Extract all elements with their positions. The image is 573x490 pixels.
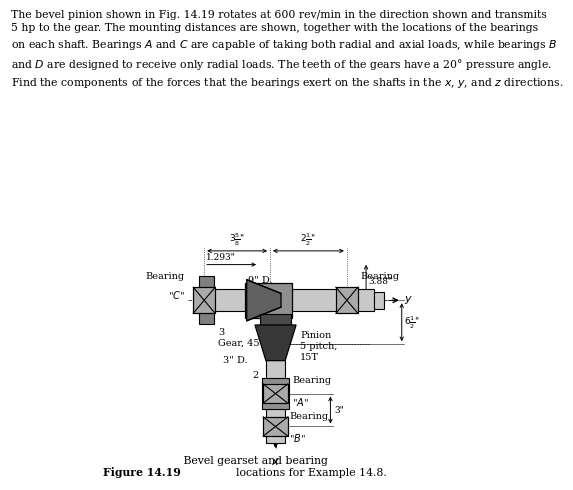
Bar	[266, 314, 285, 443]
Text: 3": 3"	[335, 406, 344, 415]
Text: Pinion: Pinion	[300, 331, 331, 341]
Text: Figure 14.19: Figure 14.19	[103, 467, 181, 478]
Bar	[263, 417, 288, 436]
Text: 3: 3	[218, 328, 224, 337]
Text: $y$: $y$	[405, 294, 414, 306]
Bar	[245, 283, 292, 318]
Text: "$B$": "$B$"	[289, 432, 306, 444]
Text: 15T: 15T	[300, 353, 319, 363]
Text: Bearing: Bearing	[289, 412, 328, 421]
Text: Bearing: Bearing	[146, 272, 185, 281]
Text: 1.293": 1.293"	[206, 253, 236, 262]
Polygon shape	[255, 325, 296, 361]
Bar	[196, 289, 374, 311]
Text: 5 pitch,: 5 pitch,	[300, 343, 337, 351]
Text: 3" D.: 3" D.	[223, 356, 248, 365]
Text: "$C$": "$C$"	[168, 289, 185, 301]
Text: "$D$": "$D$"	[360, 289, 378, 301]
Bar	[199, 276, 214, 324]
Text: 3.88": 3.88"	[369, 276, 393, 286]
Text: Bearing: Bearing	[360, 272, 400, 281]
Text: The bevel pinion shown in Fig. 14.19 rotates at 600 rev/min in the direction sho: The bevel pinion shown in Fig. 14.19 rot…	[11, 10, 564, 90]
Polygon shape	[247, 280, 281, 321]
Text: Bearing: Bearing	[292, 376, 331, 385]
Text: Bevel gearset and bearing
                locations for Example 14.8.: Bevel gearset and bearing locations for …	[180, 456, 387, 478]
Bar	[263, 384, 288, 403]
Text: $\gamma$: $\gamma$	[265, 316, 274, 328]
Text: $6\frac{1}{2}$": $6\frac{1}{2}$"	[405, 314, 421, 331]
Bar	[193, 287, 215, 313]
Bar	[263, 417, 288, 436]
Text: 9" D.: 9" D.	[248, 276, 273, 285]
Bar	[262, 378, 289, 409]
Text: 2: 2	[253, 371, 259, 380]
Bar	[193, 287, 215, 313]
Text: $2\frac{1}{2}$": $2\frac{1}{2}$"	[300, 231, 316, 247]
Bar	[261, 314, 291, 325]
Text: $3\frac{5}{8}$": $3\frac{5}{8}$"	[229, 231, 245, 247]
Bar	[336, 287, 358, 313]
Bar	[374, 292, 384, 309]
Bar	[263, 384, 288, 403]
Text: "$A$": "$A$"	[292, 396, 309, 408]
Bar	[336, 287, 358, 313]
Text: $x$: $x$	[271, 457, 280, 466]
Text: Gear, 45T: Gear, 45T	[218, 339, 266, 348]
